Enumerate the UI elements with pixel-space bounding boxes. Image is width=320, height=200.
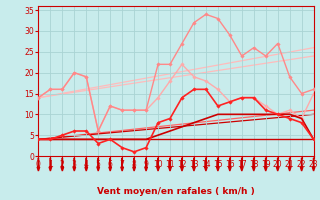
Text: Vent moyen/en rafales ( km/h ): Vent moyen/en rafales ( km/h )	[97, 187, 255, 196]
